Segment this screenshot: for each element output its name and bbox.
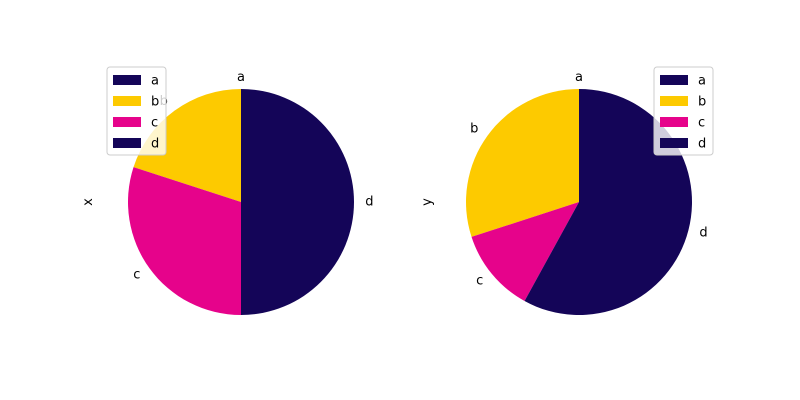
legend-swatch-d bbox=[660, 138, 688, 148]
legend-label-b: b bbox=[151, 95, 159, 110]
legend-label-c: c bbox=[151, 116, 158, 131]
legend-label-a: a bbox=[698, 74, 706, 89]
pie-slice-b bbox=[133, 89, 241, 202]
pie-slice-label-a: a bbox=[575, 70, 583, 85]
legend-frame bbox=[106, 66, 167, 156]
pie-ylabel-left: x bbox=[81, 198, 96, 206]
legend-swatch-a bbox=[113, 75, 141, 85]
legend-swatch-b bbox=[113, 96, 141, 106]
legend-label-c: c bbox=[698, 116, 705, 131]
pie-slice-label-b: b bbox=[470, 121, 478, 136]
pie-slice-label-c: c bbox=[133, 268, 140, 283]
legend-swatch-d bbox=[113, 138, 141, 148]
legend-swatch-b bbox=[660, 96, 688, 106]
legend-swatch-a bbox=[660, 75, 688, 85]
pie-slice-label-a: a bbox=[237, 70, 245, 85]
legend-swatch-c bbox=[660, 117, 688, 127]
pie-slices-left bbox=[127, 89, 354, 315]
pie-slice-c bbox=[471, 202, 579, 302]
pie-slice-label-c: c bbox=[476, 274, 483, 289]
legend-right: a b c d bbox=[653, 66, 714, 156]
legend-label-b: b bbox=[698, 95, 706, 110]
legend-label-d: d bbox=[698, 137, 706, 152]
legend-left: a b c d bbox=[106, 66, 167, 156]
legend-label-d: d bbox=[151, 137, 159, 152]
pie-slices-right bbox=[465, 88, 693, 315]
pie-slice-label-d: d bbox=[699, 225, 707, 240]
pie-slice-c bbox=[127, 167, 241, 315]
pie-slice-b bbox=[465, 89, 579, 237]
legend-label-a: a bbox=[151, 74, 159, 89]
pie-ylabel-right: y bbox=[420, 198, 435, 206]
pie-slice-label-d: d bbox=[365, 195, 373, 210]
pie-slice-d bbox=[241, 89, 354, 315]
legend-frame bbox=[653, 66, 714, 156]
legend-swatch-c bbox=[113, 117, 141, 127]
pie-slice-d bbox=[524, 88, 693, 315]
